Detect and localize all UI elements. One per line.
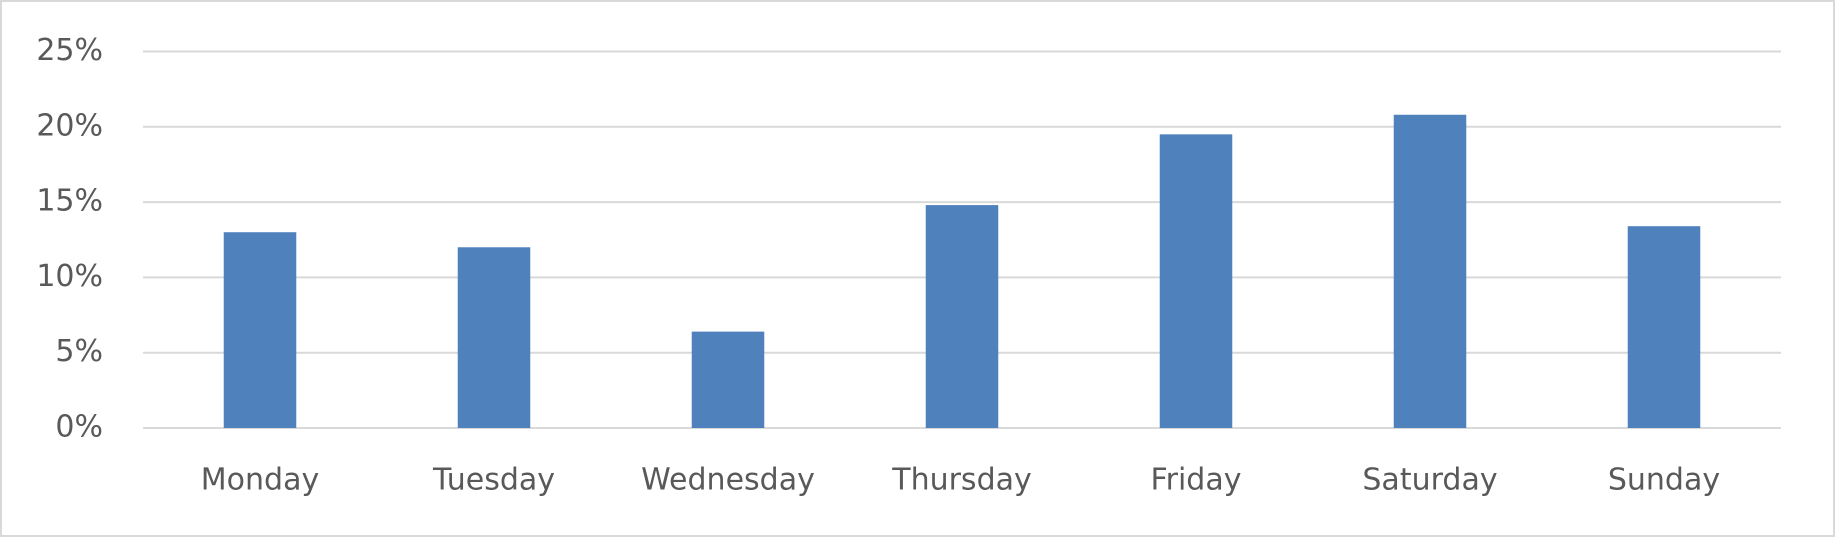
y-tick-label: 25% (36, 33, 103, 68)
y-tick-label: 15% (36, 184, 103, 219)
bar (223, 232, 297, 428)
bar (1393, 114, 1467, 428)
y-tick-label: 20% (36, 108, 103, 143)
x-tick-label: Friday (1151, 463, 1242, 498)
x-tick-label: Tuesday (432, 463, 555, 498)
bar (1627, 226, 1701, 428)
x-tick-label: Monday (201, 463, 319, 498)
bar (1159, 134, 1233, 428)
y-tick-label: 0% (55, 410, 103, 445)
bar (691, 331, 765, 428)
x-tick-label: Thursday (891, 463, 1032, 498)
bar (925, 205, 999, 428)
x-tick-label: Sunday (1608, 463, 1720, 498)
y-tick-label: 10% (36, 259, 103, 294)
x-tick-label: Wednesday (641, 463, 815, 498)
bar (457, 247, 531, 428)
y-tick-label: 5% (55, 334, 103, 369)
x-tick-label: Saturday (1362, 463, 1497, 498)
